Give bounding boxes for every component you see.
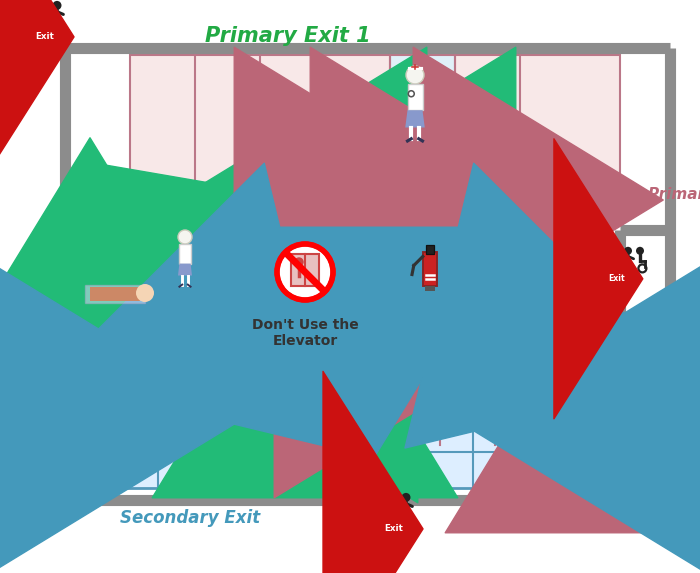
- Bar: [385, 345, 550, 445]
- Circle shape: [624, 247, 632, 255]
- Bar: [179, 244, 190, 264]
- Bar: [390, 55, 455, 190]
- Bar: [407, 84, 423, 110]
- Bar: [75, 360, 240, 445]
- Bar: [291, 254, 319, 286]
- Circle shape: [402, 493, 410, 502]
- Polygon shape: [369, 502, 385, 522]
- Polygon shape: [594, 254, 610, 274]
- Polygon shape: [405, 110, 425, 128]
- Wedge shape: [19, 22, 38, 33]
- Wedge shape: [592, 268, 603, 276]
- Bar: [425, 286, 435, 291]
- Text: Don't Use the
Elevator: Don't Use the Elevator: [251, 318, 358, 348]
- Bar: [23, 30, 66, 43]
- Bar: [426, 245, 433, 254]
- Bar: [130, 55, 620, 190]
- Wedge shape: [602, 268, 612, 275]
- Polygon shape: [178, 264, 192, 276]
- Polygon shape: [20, 10, 36, 30]
- Bar: [598, 273, 636, 284]
- Bar: [390, 430, 640, 488]
- Text: Primary Exit 1: Primary Exit 1: [205, 26, 371, 46]
- Circle shape: [277, 244, 333, 300]
- Bar: [90, 287, 140, 301]
- Bar: [85, 285, 145, 303]
- Wedge shape: [368, 513, 386, 524]
- Bar: [75, 225, 235, 355]
- Circle shape: [136, 284, 154, 302]
- Circle shape: [52, 1, 62, 10]
- Bar: [423, 252, 438, 286]
- Text: Secondary Exit: Secondary Exit: [120, 509, 260, 527]
- Bar: [385, 225, 550, 330]
- Wedge shape: [377, 517, 387, 524]
- Text: Exit: Exit: [608, 274, 625, 283]
- Bar: [372, 523, 415, 535]
- Circle shape: [636, 247, 644, 255]
- Bar: [75, 430, 325, 488]
- Bar: [245, 225, 365, 425]
- Wedge shape: [365, 517, 379, 526]
- Circle shape: [178, 230, 192, 244]
- Text: Primary Exit 2: Primary Exit 2: [648, 187, 700, 202]
- Text: Exit: Exit: [35, 33, 54, 41]
- Wedge shape: [594, 265, 610, 275]
- Wedge shape: [16, 25, 29, 34]
- Circle shape: [295, 258, 303, 266]
- Circle shape: [406, 66, 424, 84]
- Text: Exit: Exit: [384, 524, 402, 533]
- Wedge shape: [27, 25, 38, 33]
